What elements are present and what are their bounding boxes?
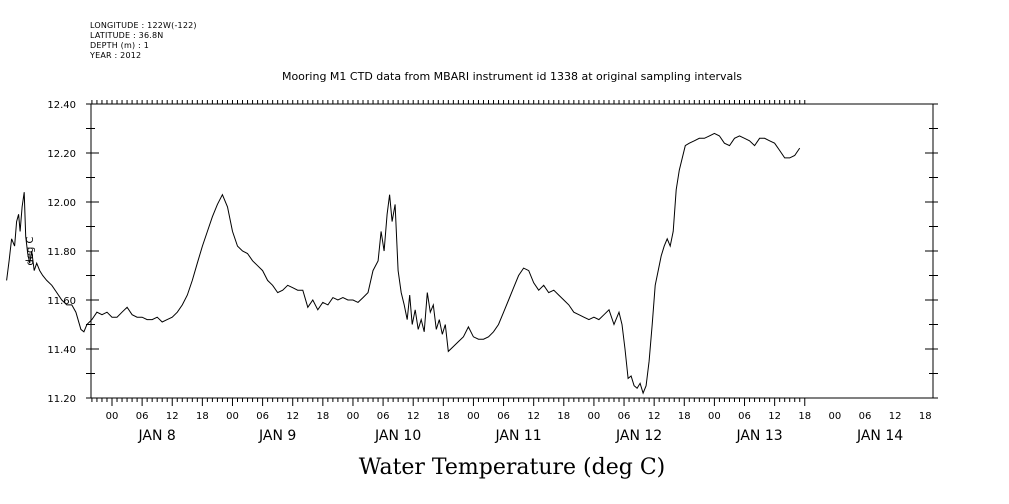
day-label: JAN 13 <box>735 428 782 444</box>
x-tick-label: 00 <box>347 411 360 422</box>
x-tick-label: 06 <box>377 411 390 422</box>
x-tick-label: 12 <box>889 411 902 422</box>
y-tick-label: 12.20 <box>47 149 76 160</box>
series-line-water-temperature <box>6 132 801 395</box>
y-tick-label: 11.20 <box>47 394 76 405</box>
x-axis-label: Water Temperature (deg C) <box>359 455 666 480</box>
metadata-block: LONGITUDE : 122W(-122) LATITUDE : 36.8N … <box>90 21 197 61</box>
x-tick-label: 06 <box>618 411 631 422</box>
latitude-text: LATITUDE : 36.8N <box>90 31 164 40</box>
x-tick-label: 18 <box>316 411 329 422</box>
day-label: JAN 14 <box>856 428 903 444</box>
x-tick-label: 00 <box>708 411 721 422</box>
x-tick-label: 12 <box>286 411 299 422</box>
x-tick-label: 18 <box>678 411 691 422</box>
x-tick-label: 12 <box>527 411 540 422</box>
day-label: JAN 10 <box>374 428 421 444</box>
x-tick-label: 00 <box>588 411 601 422</box>
day-labels: JAN 8 JAN 9 JAN 10 JAN 11 JAN 12 JAN 13 JAN 14 <box>138 428 904 444</box>
chart-title: Mooring M1 CTD data from MBARI instrumen… <box>282 70 742 83</box>
x-tick-label: 12 <box>407 411 420 422</box>
x-tick-label: 06 <box>256 411 269 422</box>
x-tick-label: 00 <box>226 411 239 422</box>
axis-ticks <box>86 100 938 406</box>
y-tick-label: 11.80 <box>47 247 76 258</box>
x-tick-label: 00 <box>829 411 842 422</box>
longitude-text: LONGITUDE : 122W(-122) <box>90 21 197 30</box>
x-tick-label: 18 <box>557 411 570 422</box>
y-tick-labels: 11.20 11.40 11.60 11.80 12.00 12.20 12.40 <box>47 100 76 405</box>
x-tick-labels: 00 06 12 18 00 06 12 18 00 06 12 18 00 06 12 18 00 06 12 18… <box>106 411 932 422</box>
x-tick-label: 00 <box>106 411 119 422</box>
x-tick-label: 06 <box>136 411 149 422</box>
x-tick-label: 12 <box>648 411 661 422</box>
y-tick-label: 11.40 <box>47 345 76 356</box>
x-tick-label: 18 <box>437 411 450 422</box>
x-tick-label: 18 <box>919 411 932 422</box>
y-tick-label: 11.60 <box>47 296 76 307</box>
day-label: JAN 9 <box>258 428 296 444</box>
y-tick-label: 12.00 <box>47 198 76 209</box>
y-tick-label: 12.40 <box>47 100 76 111</box>
x-tick-label: 06 <box>738 411 751 422</box>
x-tick-label: 18 <box>798 411 811 422</box>
day-label: JAN 8 <box>138 428 176 444</box>
x-tick-label: 06 <box>859 411 872 422</box>
x-tick-label: 12 <box>768 411 781 422</box>
day-label: JAN 12 <box>615 428 662 444</box>
y-axis-label: deg C <box>25 236 36 265</box>
x-tick-label: 12 <box>166 411 179 422</box>
year-text: YEAR : 2012 <box>90 51 142 60</box>
x-tick-label: 18 <box>196 411 209 422</box>
day-label: JAN 11 <box>495 428 542 444</box>
x-tick-label: 06 <box>497 411 510 422</box>
plot-frame <box>90 103 934 399</box>
x-tick-label: 00 <box>467 411 480 422</box>
depth-text: DEPTH (m) : 1 <box>90 41 149 50</box>
